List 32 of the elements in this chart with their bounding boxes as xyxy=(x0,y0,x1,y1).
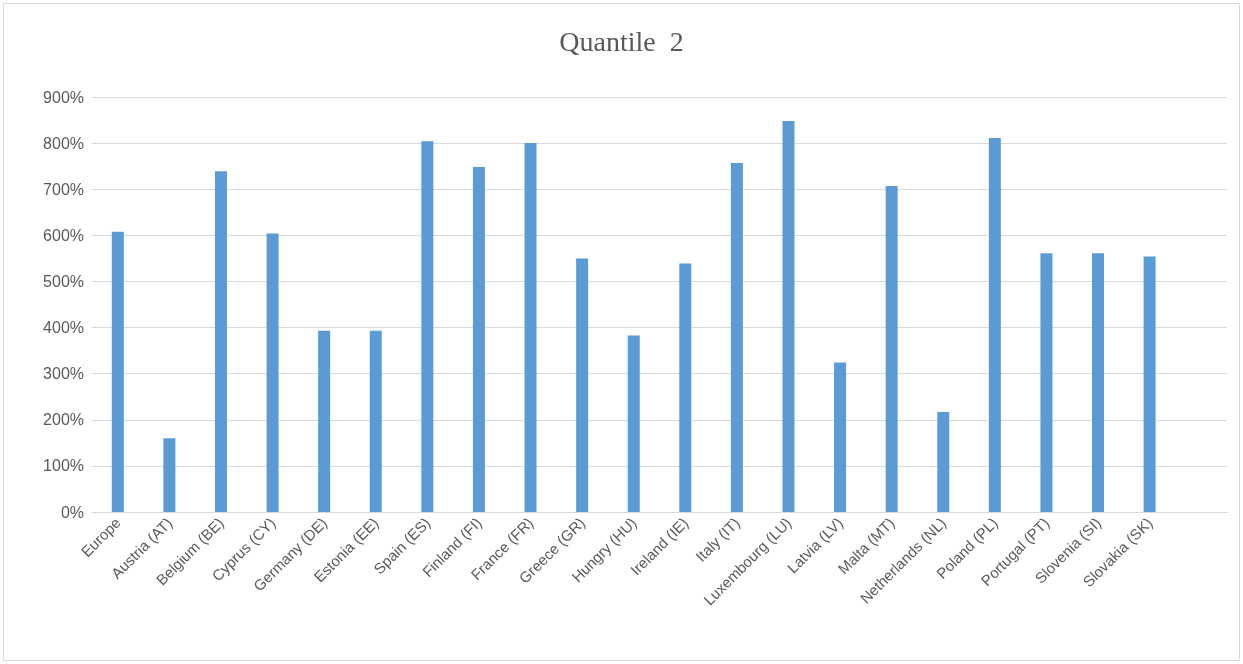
bar xyxy=(266,233,279,512)
y-tick-label: 800% xyxy=(43,134,84,152)
y-tick-label: 100% xyxy=(43,457,84,475)
bar xyxy=(421,141,434,512)
bar xyxy=(627,335,640,512)
bar xyxy=(1092,253,1105,512)
y-tick-label: 500% xyxy=(43,272,84,290)
bar xyxy=(111,231,124,512)
bar xyxy=(1040,253,1053,512)
bar xyxy=(369,330,382,512)
bar xyxy=(472,167,485,512)
y-tick-label: 200% xyxy=(43,411,84,429)
y-tick-label: 300% xyxy=(43,365,84,383)
bar xyxy=(318,330,331,512)
bar xyxy=(679,263,692,512)
bar xyxy=(524,143,537,512)
bar xyxy=(576,258,589,512)
y-tick-label: 0% xyxy=(60,503,84,521)
bar xyxy=(834,362,847,512)
bar xyxy=(937,411,950,512)
y-tick-label: 400% xyxy=(43,319,84,337)
bar xyxy=(885,185,898,512)
bar xyxy=(782,120,795,512)
bar xyxy=(214,171,227,512)
bar xyxy=(1143,256,1156,512)
bar xyxy=(730,162,743,512)
bar xyxy=(988,138,1001,512)
y-tick-label: 900% xyxy=(43,88,84,106)
y-tick-label: 600% xyxy=(43,226,84,244)
y-tick-label: 700% xyxy=(43,180,84,198)
chart-title: Quantile 2 xyxy=(559,25,684,57)
bar xyxy=(163,438,176,512)
